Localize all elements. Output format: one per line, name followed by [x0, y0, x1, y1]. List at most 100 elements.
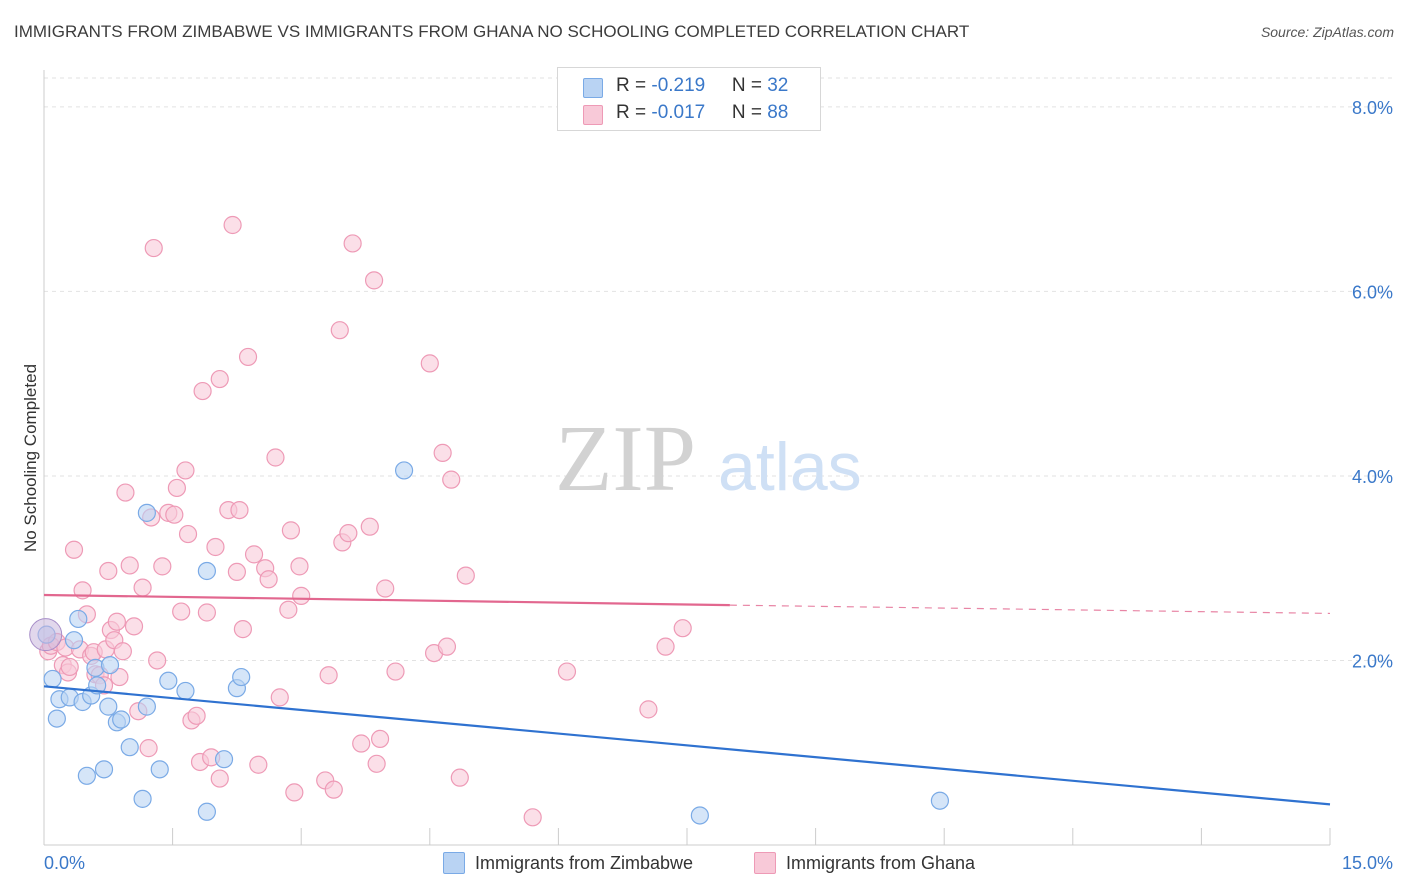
- zimbabwe-trend-line: [43, 685, 1331, 806]
- zimbabwe-swatch: [583, 78, 603, 98]
- zimbabwe-legend-swatch: [443, 852, 465, 874]
- zimbabwe-point: [77, 766, 96, 785]
- ghana-point: [557, 662, 577, 681]
- zimbabwe-point: [94, 760, 114, 779]
- ghana-point: [386, 662, 405, 681]
- ghana-point: [343, 234, 362, 253]
- ghana-point: [450, 768, 469, 787]
- ghana-legend-swatch: [754, 852, 776, 874]
- zimbabwe-point: [64, 631, 84, 650]
- ghana-trend-extension: [729, 604, 1331, 615]
- ghana-point: [227, 562, 246, 582]
- ghana-point: [193, 381, 212, 401]
- zimbabwe-point: [112, 710, 131, 729]
- ghana-point: [420, 354, 439, 373]
- ghana-point: [120, 556, 139, 575]
- ghana-point: [339, 524, 358, 543]
- ghana-point: [523, 808, 542, 827]
- zimbabwe-point: [690, 806, 709, 825]
- zimbabwe-point: [150, 760, 169, 779]
- chart-source: Source: ZipAtlas.com: [1260, 24, 1394, 40]
- watermark-atlas: atlas: [718, 429, 862, 505]
- ghana-point: [656, 637, 675, 656]
- y-tick-label: 4.0%: [1352, 467, 1393, 487]
- ghana-point: [64, 540, 84, 559]
- series-name-ghana: Immigrants from Ghana: [786, 853, 976, 873]
- cluster-point: [29, 618, 63, 652]
- ghana-point: [172, 602, 191, 621]
- zimbabwe-point: [137, 697, 156, 716]
- ghana-point: [270, 688, 289, 707]
- legend-n-label: N =: [731, 75, 768, 96]
- legend-n-value-zimbabwe: 32: [767, 75, 789, 96]
- ghana-points: [39, 215, 692, 827]
- ghana-point: [285, 783, 304, 802]
- zimbabwe-point: [394, 461, 414, 480]
- ghana-point: [210, 369, 229, 389]
- zimbabwe-point: [137, 503, 156, 522]
- ghana-point: [99, 561, 118, 581]
- ghana-point: [370, 729, 390, 748]
- ghana-point: [148, 651, 167, 670]
- ghana-point: [176, 461, 195, 480]
- watermark: ZIP atlas: [555, 407, 862, 511]
- legend-n-label: N =: [731, 102, 768, 123]
- y-tick-label: 6.0%: [1352, 282, 1393, 302]
- ghana-point: [352, 734, 371, 753]
- zimbabwe-point: [88, 676, 107, 695]
- zimbabwe-point: [43, 669, 62, 689]
- ghana-point: [367, 754, 386, 773]
- zimbabwe-point: [100, 655, 120, 675]
- correlation-legend: R = -0.219 N = 32 R = -0.017 N = 88: [557, 67, 821, 131]
- grid-layer: 2.0% 4.0% 6.0% 8.0%: [43, 77, 1393, 845]
- ghana-point: [673, 619, 692, 638]
- ghana-point: [197, 603, 216, 622]
- ghana-point: [107, 612, 126, 631]
- legend-r-label: R =: [616, 102, 652, 123]
- x-tick-label-min: 0.0%: [44, 853, 85, 873]
- ghana-point: [376, 579, 395, 598]
- trend-layer: [43, 593, 1331, 806]
- watermark-zip: ZIP: [555, 407, 696, 511]
- zimbabwe-point: [69, 609, 88, 629]
- ghana-point: [364, 271, 384, 290]
- ghana-point: [292, 586, 311, 605]
- ghana-point: [113, 642, 132, 661]
- ghana-point: [266, 448, 285, 467]
- ghana-point: [223, 215, 242, 235]
- ghana-point: [259, 570, 278, 589]
- ghana-point: [456, 566, 475, 585]
- zimbabwe-point: [159, 671, 178, 690]
- ghana-point: [139, 739, 158, 758]
- zimbabwe-points: [29, 461, 950, 825]
- ghana-point: [290, 557, 309, 576]
- ghana-point: [110, 667, 129, 687]
- ghana-point: [433, 443, 452, 462]
- legend-r-label: R =: [616, 75, 652, 96]
- ghana-point: [210, 769, 229, 788]
- x-tick-label-max: 15.0%: [1342, 853, 1393, 873]
- zimbabwe-point: [214, 750, 234, 769]
- ghana-point: [249, 755, 268, 774]
- zimbabwe-point: [47, 709, 66, 728]
- zimbabwe-point: [99, 697, 118, 716]
- ghana-point: [167, 478, 186, 498]
- ghana-point: [133, 578, 152, 597]
- zimbabwe-point: [197, 802, 216, 821]
- ghana-point: [281, 521, 301, 540]
- ghana-point: [238, 347, 258, 367]
- series-name-zimbabwe: Immigrants from Zimbabwe: [475, 853, 694, 873]
- y-tick-label: 8.0%: [1352, 98, 1393, 118]
- ghana-point: [206, 537, 225, 557]
- ghana-point: [437, 637, 457, 656]
- y-axis-label: No Schooling Completed: [21, 364, 40, 552]
- zimbabwe-point: [133, 789, 152, 808]
- legend-n-value-ghana: 88: [767, 102, 789, 123]
- y-tick-label: 2.0%: [1352, 651, 1393, 671]
- legend-r-value-ghana: -0.017: [651, 102, 706, 123]
- ghana-point: [319, 666, 338, 685]
- ghana-point: [244, 545, 264, 564]
- ghana-point: [178, 524, 198, 544]
- zimbabwe-point: [197, 561, 216, 581]
